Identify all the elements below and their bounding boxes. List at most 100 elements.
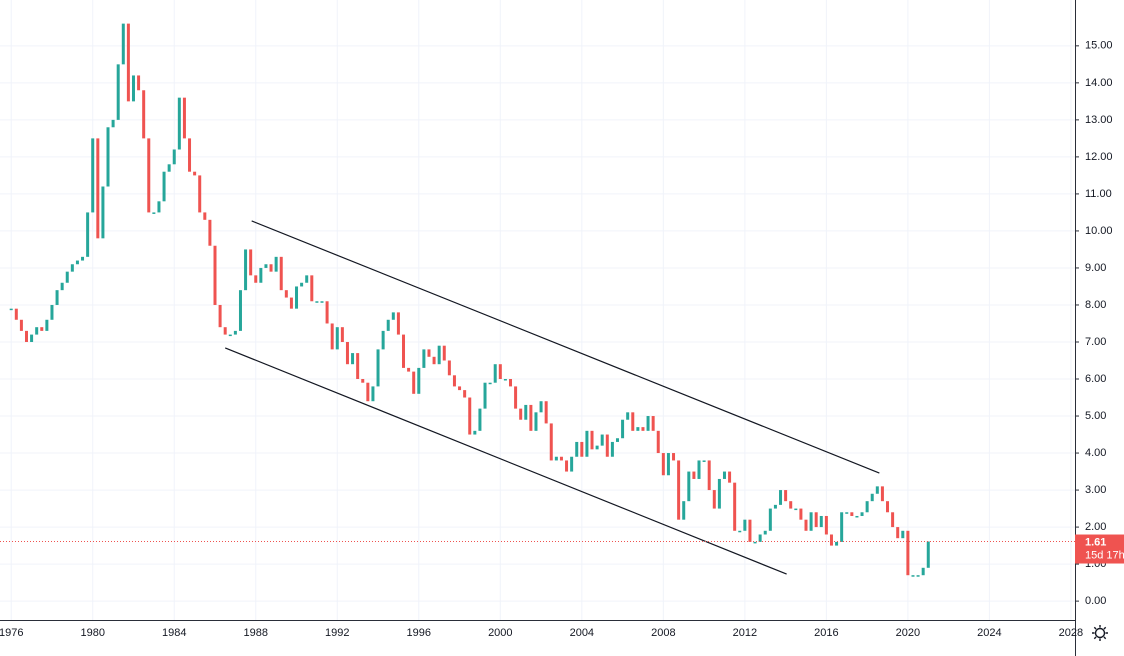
price-bar	[666, 453, 670, 476]
countdown-label: 15d 17h	[1085, 549, 1124, 561]
price-bar	[921, 567, 925, 576]
price-bar	[437, 345, 441, 365]
price-bar	[198, 175, 202, 213]
price-bar	[126, 23, 130, 102]
price-bar	[880, 486, 884, 502]
price-bar	[152, 212, 156, 214]
price-bar	[524, 404, 528, 420]
price-bar	[269, 264, 273, 272]
price-bar	[733, 482, 737, 531]
price-bar	[835, 541, 839, 546]
price-bar	[305, 275, 309, 283]
price-bar	[748, 519, 752, 542]
price-bar	[468, 397, 472, 435]
price-bar	[580, 441, 584, 457]
price-bar	[646, 416, 650, 431]
price-bar	[875, 486, 879, 494]
price-bar	[223, 327, 227, 335]
price-bar	[845, 512, 849, 514]
last-price-badge	[1075, 534, 1124, 564]
price-bar	[636, 427, 640, 431]
axes: 1976 1980 1984 1988 1992 1996 2000 2004 2008 2012…	[0, 40, 1124, 639]
y-tick-label: 14.00	[1085, 77, 1113, 89]
settings-icon[interactable]	[1092, 625, 1108, 641]
price-bar	[279, 256, 283, 291]
y-tick-label: 2.00	[1085, 521, 1106, 533]
price-bar	[188, 138, 192, 172]
price-bar	[626, 412, 630, 420]
price-bar	[590, 430, 594, 450]
x-tick-label: 2028	[1059, 627, 1083, 639]
price-bar	[677, 460, 681, 520]
price-bar	[809, 512, 813, 531]
price-bar	[483, 382, 487, 409]
y-tick-label: 8.00	[1085, 299, 1106, 311]
y-tick-label: 0.00	[1085, 595, 1106, 607]
price-bar	[447, 360, 451, 376]
price-bar	[391, 312, 395, 320]
price-bar	[310, 275, 314, 302]
price-bar	[661, 453, 665, 476]
price-bar	[554, 456, 558, 461]
price-bar	[886, 501, 890, 513]
price-bar	[320, 301, 324, 303]
price-bar	[116, 64, 120, 120]
price-bar	[906, 530, 910, 576]
price-bar	[738, 530, 742, 533]
price-bar	[157, 201, 161, 213]
price-bar	[559, 456, 563, 461]
price-bar	[498, 364, 502, 380]
price-bar	[86, 212, 90, 257]
price-bar	[340, 327, 344, 342]
price-bar	[697, 460, 701, 479]
price-bar	[707, 460, 711, 491]
price-bar	[289, 297, 293, 309]
price-bar	[442, 345, 446, 361]
price-bar	[779, 490, 783, 505]
y-tick-label: 7.00	[1085, 336, 1106, 348]
price-bar	[901, 530, 905, 539]
price-bar	[254, 275, 258, 283]
price-bar	[784, 490, 788, 502]
price-bar	[396, 312, 400, 335]
x-tick-label: 1988	[244, 627, 268, 639]
price-bar	[621, 419, 625, 439]
price-bar	[728, 471, 732, 483]
price-bar	[65, 271, 69, 283]
price-bar	[753, 541, 757, 544]
price-bar	[24, 330, 28, 342]
price-bar	[819, 515, 823, 528]
x-tick-label: 1996	[407, 627, 431, 639]
price-bar	[351, 353, 355, 365]
price-bar	[478, 408, 482, 431]
price-bar	[926, 541, 930, 568]
x-tick-label: 2004	[570, 627, 594, 639]
price-bar	[758, 534, 762, 542]
price-bar	[493, 364, 497, 383]
price-bar	[452, 375, 456, 387]
price-bar	[814, 512, 818, 528]
price-bar	[75, 260, 79, 265]
price-bar	[55, 290, 59, 305]
price-bar	[381, 330, 385, 350]
price-bar	[30, 334, 34, 342]
price-bar	[218, 304, 222, 328]
price-bar	[855, 515, 859, 518]
price-bar	[147, 138, 151, 213]
price-bar	[167, 164, 171, 172]
x-tick-label: 1984	[162, 627, 186, 639]
price-bar	[335, 327, 339, 350]
price-bar	[407, 367, 411, 372]
price-bar	[402, 334, 406, 368]
price-bar	[799, 508, 803, 520]
price-bar	[162, 171, 166, 202]
price-bar	[672, 453, 676, 461]
price-bar	[870, 493, 874, 502]
price-bar	[249, 249, 253, 276]
price-bar	[19, 319, 23, 331]
x-tick-label: 2024	[977, 627, 1001, 639]
price-bar	[565, 460, 569, 472]
price-bar	[570, 456, 574, 472]
